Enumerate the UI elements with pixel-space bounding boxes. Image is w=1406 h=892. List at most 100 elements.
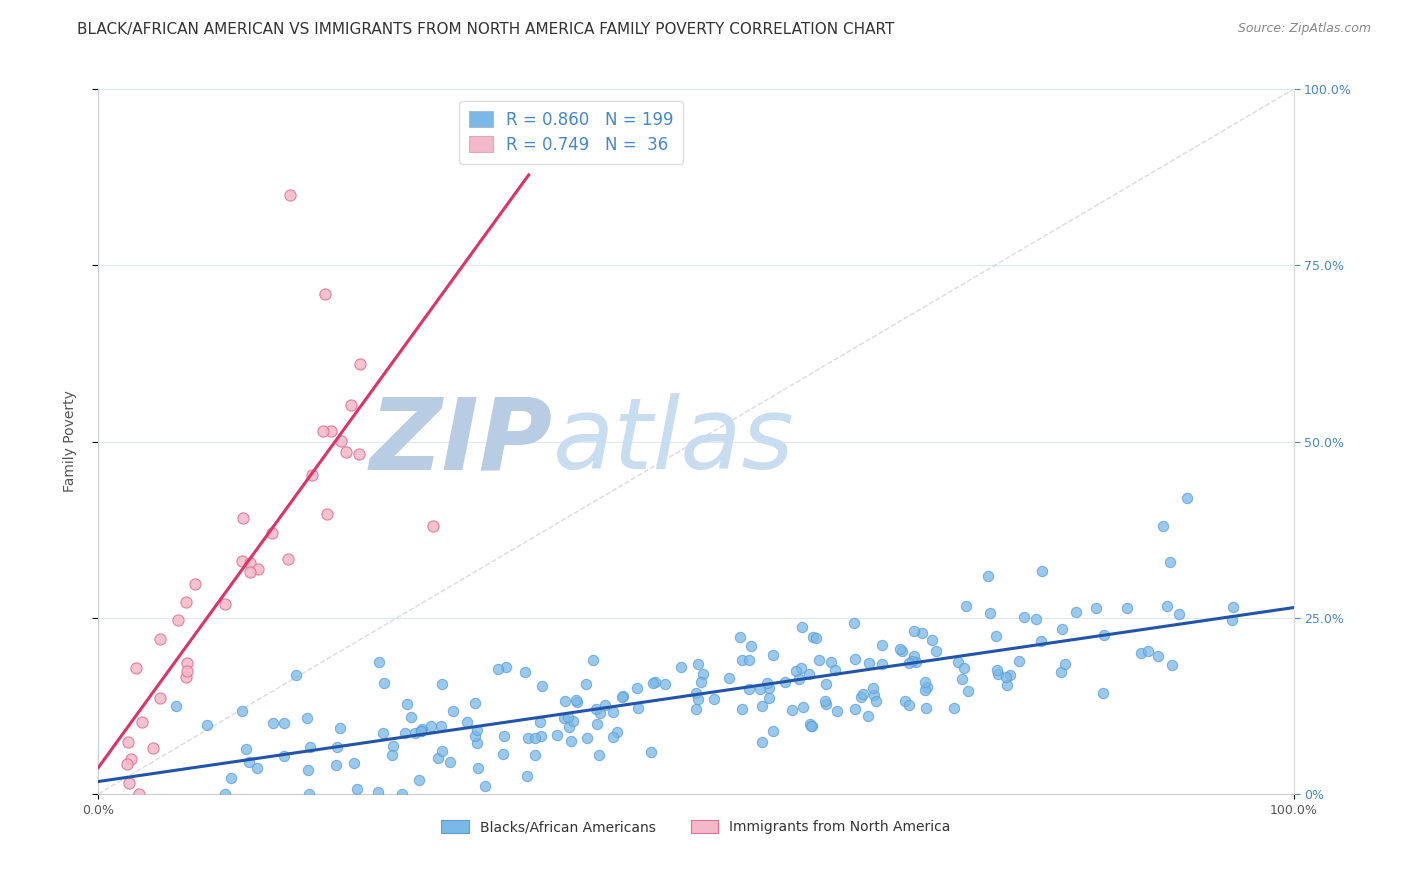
Point	[738, 681, 761, 696]
Point	[785, 664, 807, 678]
Point	[373, 675, 395, 690]
Point	[1222, 600, 1244, 615]
Point	[956, 684, 979, 698]
Point	[373, 725, 395, 739]
Point	[174, 670, 197, 684]
Point	[994, 669, 1017, 683]
Point	[946, 656, 969, 670]
Point	[1012, 609, 1035, 624]
Text: Source: ZipAtlas.com: Source: ZipAtlas.com	[1237, 22, 1371, 36]
Point	[560, 734, 582, 748]
Point	[925, 644, 948, 658]
Point	[420, 718, 443, 732]
Point	[800, 718, 823, 732]
Point	[335, 445, 357, 459]
Point	[219, 772, 242, 786]
Point	[731, 702, 754, 716]
Point	[1147, 649, 1170, 664]
Point	[894, 694, 917, 708]
Point	[1052, 622, 1074, 636]
Point	[430, 677, 453, 691]
Point	[814, 693, 837, 707]
Point	[530, 679, 553, 693]
Point	[195, 718, 218, 732]
Point	[844, 652, 866, 666]
Point	[564, 693, 586, 707]
Point	[640, 745, 662, 759]
Point	[1156, 599, 1178, 613]
Point	[214, 787, 236, 801]
Point	[692, 667, 714, 681]
Point	[430, 744, 453, 758]
Point	[396, 697, 419, 711]
Point	[858, 656, 880, 670]
Point	[986, 629, 1008, 643]
Point	[321, 424, 343, 438]
Point	[278, 187, 301, 202]
Point	[644, 674, 666, 689]
Point	[235, 741, 257, 756]
Point	[176, 656, 198, 670]
Point	[626, 681, 648, 695]
Point	[787, 672, 810, 686]
Point	[558, 721, 581, 735]
Point	[298, 740, 321, 755]
Point	[465, 735, 488, 749]
Point	[914, 682, 936, 697]
Point	[142, 741, 165, 756]
Point	[239, 565, 262, 579]
Point	[889, 642, 911, 657]
Point	[685, 686, 707, 700]
Point	[758, 681, 780, 696]
Point	[808, 653, 831, 667]
Point	[117, 757, 139, 772]
Point	[346, 782, 368, 797]
Point	[758, 690, 780, 705]
Point	[755, 676, 778, 690]
Point	[408, 773, 430, 788]
Point	[125, 661, 148, 675]
Point	[467, 761, 489, 775]
Point	[557, 710, 579, 724]
Point	[391, 787, 413, 801]
Point	[326, 739, 349, 754]
Point	[315, 286, 337, 301]
Point	[513, 665, 536, 679]
Point	[312, 424, 335, 438]
Text: BLACK/AFRICAN AMERICAN VS IMMIGRANTS FROM NORTH AMERICA FAMILY POVERTY CORRELATI: BLACK/AFRICAN AMERICAN VS IMMIGRANTS FRO…	[77, 22, 894, 37]
Point	[1029, 634, 1052, 648]
Point	[231, 704, 253, 718]
Point	[915, 701, 938, 715]
Point	[1031, 564, 1053, 578]
Point	[340, 398, 363, 412]
Point	[273, 716, 295, 731]
Point	[131, 715, 153, 730]
Point	[399, 710, 422, 724]
Point	[529, 715, 551, 730]
Point	[404, 726, 426, 740]
Point	[546, 728, 568, 742]
Point	[1152, 519, 1174, 533]
Point	[128, 787, 150, 801]
Point	[806, 631, 828, 645]
Point	[901, 654, 924, 668]
Point	[911, 626, 934, 640]
Point	[262, 526, 284, 541]
Point	[820, 655, 842, 669]
Point	[1064, 605, 1087, 619]
Point	[790, 620, 813, 634]
Point	[602, 705, 624, 719]
Point	[517, 731, 540, 746]
Point	[718, 671, 741, 685]
Point	[301, 468, 323, 483]
Point	[762, 648, 785, 663]
Point	[347, 447, 370, 461]
Point	[422, 519, 444, 533]
Point	[1084, 601, 1107, 615]
Point	[740, 639, 762, 653]
Point	[239, 556, 262, 570]
Point	[654, 676, 676, 690]
Point	[790, 661, 813, 675]
Point	[456, 715, 478, 730]
Point	[903, 648, 925, 663]
